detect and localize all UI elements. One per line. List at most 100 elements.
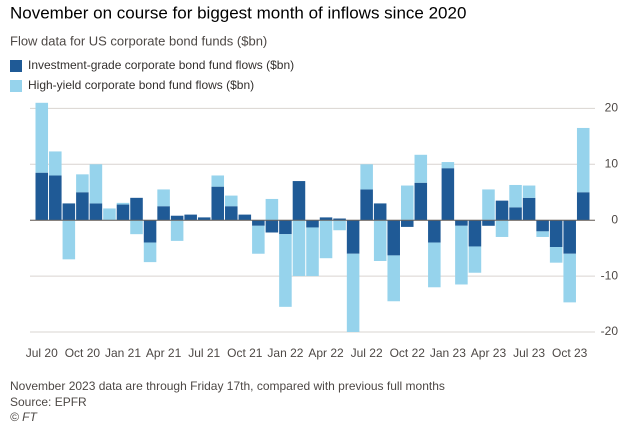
legend-swatch: [10, 80, 22, 92]
bar: [549, 247, 563, 263]
x-tick-label: Apr 22: [308, 346, 344, 360]
bar: [549, 220, 563, 248]
bar: [468, 246, 482, 273]
bar: [536, 220, 549, 232]
bar: [319, 217, 333, 221]
bar: [157, 206, 170, 221]
bar: [576, 192, 590, 221]
bar: [306, 227, 319, 277]
x-tick-label: Jul 20: [26, 346, 58, 360]
bar: [441, 162, 455, 169]
bar: [509, 207, 522, 221]
x-tick-label: Jul 21: [188, 346, 220, 360]
bar: [387, 255, 400, 302]
bar: [400, 220, 414, 227]
bar: [373, 220, 387, 262]
legend-label: Investment-grade corporate bond fund flo…: [28, 58, 294, 72]
bar: [482, 220, 495, 226]
bar: [238, 214, 252, 221]
bar: [522, 185, 536, 198]
bar: [143, 220, 157, 243]
bar: [455, 225, 468, 285]
bar: [333, 218, 346, 221]
bar: [333, 220, 346, 231]
y-tick-label: 0: [611, 212, 618, 226]
bar: [279, 234, 292, 307]
bar: [455, 220, 468, 226]
bar: [170, 215, 184, 221]
bar: [563, 253, 576, 303]
bar: [495, 220, 509, 237]
bar: [265, 198, 279, 221]
bar: [360, 164, 373, 190]
bar: [428, 242, 441, 288]
y-tick-label: -20: [601, 324, 619, 338]
bar: [482, 189, 495, 221]
bar: [414, 182, 428, 221]
legend-swatch: [10, 60, 22, 72]
bar: [35, 102, 49, 173]
bar: [184, 214, 197, 221]
bar: [252, 225, 265, 254]
bar: [225, 206, 238, 221]
bar: [157, 189, 170, 207]
bar: [306, 220, 319, 228]
bar: [360, 189, 373, 221]
bar: [130, 220, 143, 235]
x-tick-label: Jul 23: [513, 346, 545, 360]
copyright: © FT: [10, 410, 39, 422]
bar: [211, 186, 225, 221]
chart-subtitle: Flow data for US corporate bond funds ($…: [10, 33, 267, 48]
x-tick-label: Jan 21: [105, 346, 141, 360]
bar: [346, 220, 360, 254]
bar: [143, 242, 157, 263]
y-tick-label: 20: [605, 101, 619, 115]
bar: [62, 203, 76, 221]
bar: [428, 220, 441, 243]
x-tick-label: Jul 22: [351, 346, 383, 360]
bar: [252, 220, 265, 226]
bar: [373, 203, 387, 221]
bar: [225, 195, 238, 207]
bar: [130, 197, 143, 221]
bar: [319, 220, 333, 259]
bar: [279, 220, 292, 235]
bar: [387, 220, 400, 256]
bar: [116, 202, 130, 205]
y-tick-label: 10: [605, 156, 619, 170]
bar: [211, 175, 225, 187]
bar: [468, 220, 482, 247]
x-tick-label: Jan 22: [267, 346, 303, 360]
x-tick-label: Oct 22: [390, 346, 426, 360]
bar: [346, 253, 360, 332]
bar: [509, 184, 522, 208]
bar: [62, 220, 76, 260]
bar: [49, 151, 62, 176]
bar: [170, 220, 184, 241]
bar: [197, 217, 211, 221]
bar: [89, 203, 103, 221]
bar: [441, 168, 455, 221]
bar: [536, 231, 549, 237]
bar: [76, 192, 89, 221]
chart-title: November on course for biggest month of …: [10, 3, 466, 22]
bar: [49, 175, 62, 221]
bar: [576, 127, 590, 193]
bar: [414, 154, 428, 183]
bar: [116, 204, 130, 221]
bar: [563, 220, 576, 254]
x-tick-label: Oct 23: [552, 346, 588, 360]
legend-label: High-yield corporate bond fund flows ($b…: [28, 78, 254, 92]
x-tick-label: Oct 20: [65, 346, 101, 360]
bar: [292, 181, 306, 221]
source: Source: EPFR: [10, 395, 87, 409]
bar: [76, 174, 89, 193]
bar: [89, 164, 103, 204]
bar: [103, 208, 116, 221]
footnote: November 2023 data are through Friday 17…: [10, 379, 445, 393]
x-tick-label: Oct 21: [227, 346, 263, 360]
bar: [400, 185, 414, 221]
x-tick-label: Apr 23: [471, 346, 507, 360]
bar: [292, 220, 306, 277]
